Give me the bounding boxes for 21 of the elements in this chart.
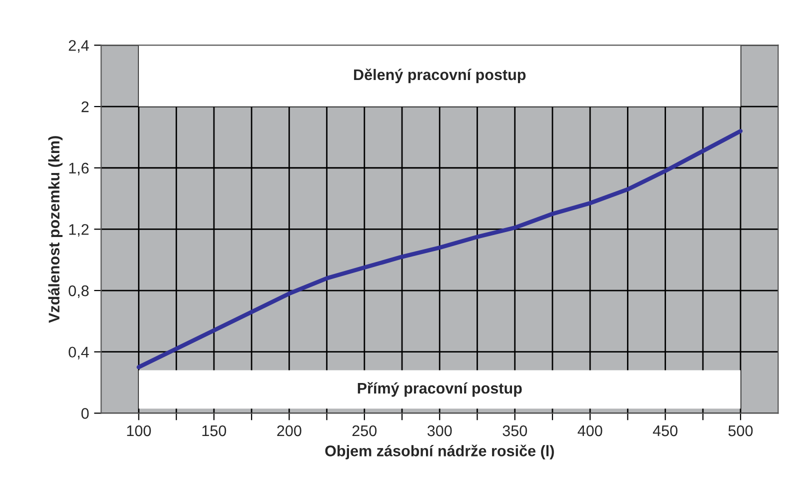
x-tick-label: 300 (427, 425, 452, 436)
y-tick-label: 0,8 (68, 285, 89, 298)
band-label: Přímý pracovní postup (358, 382, 522, 397)
line-series (136, 128, 743, 370)
y-axis-title: Vzdálenost pozemku (km) (48, 136, 63, 323)
x-tick-label: 450 (652, 425, 678, 436)
y-tick-label: 0 (81, 408, 89, 419)
x-tick-label: 200 (277, 425, 302, 436)
x-tick-label: 500 (728, 425, 753, 436)
y-tick-label: 0,4 (68, 346, 89, 360)
x-tick-label: 150 (202, 425, 226, 436)
y-tick-label: 2,4 (68, 40, 89, 53)
x-tick-label: 350 (502, 425, 528, 436)
x-axis-title: Objem zásobní nádrže rosiče (l) (325, 444, 554, 460)
band-label: Dělený pracovní postup (354, 68, 526, 84)
x-tick-label: 250 (352, 425, 377, 436)
y-tick-label: 1,6 (69, 162, 89, 176)
y-tick-label: 1,2 (69, 224, 89, 237)
x-tick-label: 100 (127, 425, 151, 436)
y-tick-label: 2 (82, 101, 89, 112)
x-tick-label: 400 (578, 425, 602, 436)
